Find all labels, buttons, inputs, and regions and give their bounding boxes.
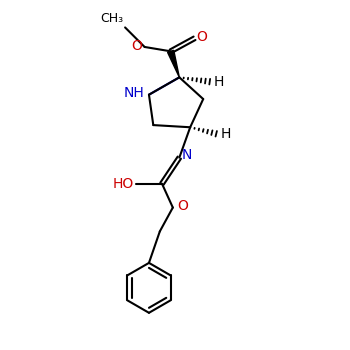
Text: O: O bbox=[132, 39, 142, 53]
Text: O: O bbox=[177, 199, 188, 213]
Text: NH: NH bbox=[124, 85, 145, 99]
Text: H: H bbox=[214, 75, 224, 89]
Polygon shape bbox=[168, 50, 179, 77]
Text: HO: HO bbox=[112, 177, 134, 191]
Text: CH₃: CH₃ bbox=[100, 12, 123, 25]
Text: O: O bbox=[197, 30, 208, 44]
Text: N: N bbox=[182, 148, 192, 162]
Text: H: H bbox=[220, 127, 231, 141]
